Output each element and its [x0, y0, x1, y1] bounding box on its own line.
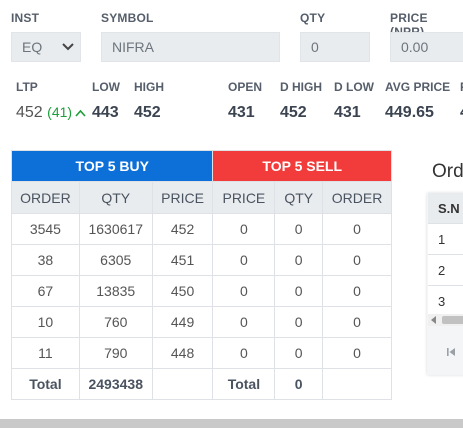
bottom-divider: [0, 419, 463, 428]
symbol-input[interactable]: NIFRA: [101, 32, 280, 62]
table-row: 3545 1630617 452 0 0 0: [11, 213, 392, 245]
sn-header: S.N: [428, 193, 463, 224]
col-sell-qty: QTY: [274, 181, 324, 214]
dhigh-value: 452: [280, 104, 307, 121]
table-row[interactable]: 1: [428, 223, 463, 255]
avg-price-label: AVG PRICE: [385, 80, 451, 94]
top-5-buy-header: TOP 5 BUY: [10, 150, 214, 182]
sell-total-empty: [322, 368, 392, 400]
sell-order-cell: 0: [322, 306, 392, 338]
table-row: 11 790 448 0 0 0: [11, 337, 392, 369]
price-input[interactable]: 0.00: [390, 32, 463, 62]
first-page-icon[interactable]: [446, 347, 456, 357]
horizontal-scrollbar[interactable]: [428, 314, 463, 326]
inst-label: INST: [11, 11, 40, 25]
symbol-label: SYMBOL: [101, 11, 154, 25]
table-row[interactable]: 3: [428, 285, 463, 317]
ltp-value: 452: [16, 104, 43, 121]
table-row[interactable]: 2: [428, 254, 463, 286]
buy-qty-cell: 6305: [78, 244, 153, 276]
open-value: 431: [228, 104, 255, 121]
buy-order-cell: 38: [11, 244, 80, 276]
buy-total-empty: [151, 368, 214, 400]
buy-price-cell: 450: [151, 275, 214, 307]
inst-select-value: EQ: [22, 39, 43, 55]
sell-order-cell: 0: [322, 275, 392, 307]
low-value: 443: [92, 104, 119, 121]
sn-cell: 3: [428, 285, 463, 317]
buy-qty-cell: 1630617: [78, 213, 153, 245]
qty-input[interactable]: 0: [300, 32, 370, 62]
buy-order-cell: 67: [11, 275, 80, 307]
high-value: 452: [134, 104, 161, 121]
buy-total-qty: 2493438: [78, 368, 153, 400]
sell-order-cell: 0: [322, 337, 392, 369]
buy-order-cell: 3545: [11, 213, 80, 245]
ltp-change: (41): [47, 104, 73, 120]
buy-order-cell: 11: [11, 337, 80, 369]
total-row: Total 2493438 Total 0: [11, 368, 392, 400]
scroll-left-icon[interactable]: [431, 316, 437, 324]
high-label: HIGH: [134, 80, 164, 94]
buy-qty-cell: 13835: [78, 275, 153, 307]
avg-price-value: 449.65: [385, 104, 434, 121]
buy-price-cell: 448: [151, 337, 214, 369]
sell-qty-cell: 0: [274, 213, 324, 245]
sell-price-cell: 0: [212, 306, 276, 338]
sell-total-label: Total: [212, 368, 276, 400]
col-sell-order: ORDER: [322, 181, 392, 214]
buy-total-label: Total: [11, 368, 80, 400]
sell-qty-cell: 0: [274, 337, 324, 369]
open-label: OPEN: [228, 80, 263, 94]
sell-price-cell: 0: [212, 275, 276, 307]
col-buy-price: PRICE: [151, 181, 214, 214]
orders-table: S.N 1 2 3: [428, 193, 463, 317]
orders-title: Ord: [432, 161, 463, 182]
sell-qty-cell: 0: [274, 275, 324, 307]
arrow-up-icon: [74, 109, 86, 117]
sell-price-cell: 0: [212, 213, 276, 245]
col-buy-order: ORDER: [11, 181, 80, 214]
top-5-sell-header: TOP 5 SELL: [212, 150, 392, 182]
buy-price-cell: 449: [151, 306, 214, 338]
sell-price-cell: 0: [212, 337, 276, 369]
sell-price-cell: 0: [212, 244, 276, 276]
next-stat-label: F: [460, 80, 463, 94]
sn-cell: 1: [428, 223, 463, 255]
dhigh-label: D HIGH: [280, 80, 322, 94]
sell-total-qty: 0: [274, 368, 324, 400]
buy-price-cell: 451: [151, 244, 214, 276]
col-buy-qty: QTY: [78, 181, 153, 214]
chevron-down-icon: [62, 43, 74, 51]
buy-qty-cell: 790: [78, 337, 153, 369]
sell-qty-cell: 0: [274, 244, 324, 276]
inst-select[interactable]: EQ: [11, 32, 81, 62]
buy-qty-cell: 760: [78, 306, 153, 338]
scrollbar-thumb[interactable]: [442, 316, 463, 324]
col-sell-price: PRICE: [212, 181, 276, 214]
table-row: 38 6305 451 0 0 0: [11, 244, 392, 276]
sell-order-cell: 0: [322, 213, 392, 245]
dlow-label: D LOW: [334, 80, 374, 94]
ltp-label: LTP: [16, 80, 38, 94]
dlow-value: 431: [334, 104, 361, 121]
sn-cell: 2: [428, 254, 463, 286]
table-row: 10 760 449 0 0 0: [11, 306, 392, 338]
sell-order-cell: 0: [322, 244, 392, 276]
ltp-value-group: 452 (41): [16, 104, 86, 122]
market-depth-table: TOP 5 BUY TOP 5 SELL ORDER QTY PRICE PRI…: [10, 150, 392, 400]
buy-price-cell: 452: [151, 213, 214, 245]
buy-order-cell: 10: [11, 306, 80, 338]
qty-label: QTY: [300, 11, 326, 25]
low-label: LOW: [92, 80, 120, 94]
table-row: 67 13835 450 0 0 0: [11, 275, 392, 307]
sell-qty-cell: 0: [274, 306, 324, 338]
next-stat-value: 4: [460, 104, 463, 122]
